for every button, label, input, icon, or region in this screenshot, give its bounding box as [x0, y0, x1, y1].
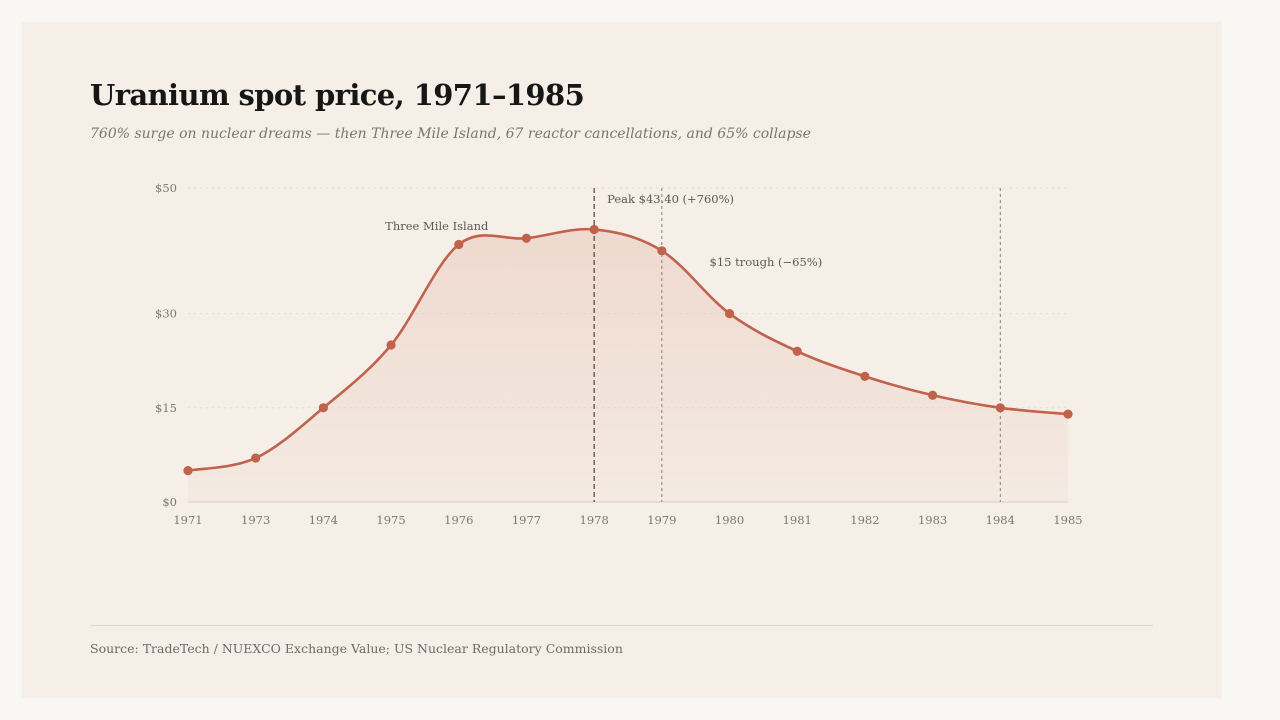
x-tick-label: 1979 [647, 513, 676, 527]
x-tick-label: 1975 [376, 513, 405, 527]
data-point [589, 224, 599, 235]
data-point [928, 390, 938, 400]
chart-subtitle: 760% surge on nuclear dreams — then Thre… [90, 126, 811, 142]
data-point [657, 246, 667, 256]
chart-title: Uranium spot price, 1971–1985 [90, 78, 585, 112]
y-tick-label: $0 [162, 495, 177, 509]
x-tick-label: 1977 [512, 513, 541, 527]
y-tick-label: $50 [155, 181, 177, 195]
y-tick-label: $30 [155, 307, 177, 321]
annotation-label: $15 trough (−65%) [710, 255, 823, 269]
footer-divider [90, 625, 1153, 626]
area-fill [188, 229, 1068, 502]
x-tick-label: 1981 [783, 513, 812, 527]
data-point [1063, 409, 1073, 419]
data-point [995, 403, 1005, 413]
data-point [521, 233, 532, 243]
data-point [386, 340, 396, 350]
x-tick-label: 1974 [309, 513, 338, 527]
annotation-label: Three Mile Island [385, 219, 489, 233]
y-tick-label: $15 [155, 401, 177, 415]
x-tick-label: 1985 [1053, 513, 1082, 527]
x-tick-label: 1982 [850, 513, 879, 527]
x-tick-label: 1976 [444, 513, 473, 527]
data-point [454, 239, 464, 250]
data-point [318, 403, 328, 413]
data-point [251, 453, 261, 463]
x-tick-label: 1978 [580, 513, 609, 527]
x-tick-label: 1973 [241, 513, 270, 527]
data-point [792, 346, 802, 356]
x-tick-label: 1984 [986, 513, 1015, 527]
data-point [860, 371, 870, 381]
series-line [186, 227, 1070, 472]
data-point [724, 309, 735, 319]
source-note: Source: TradeTech / NUEXCO Exchange Valu… [90, 641, 623, 656]
annotation-label: Peak $43.40 (+760%) [607, 192, 734, 206]
data-point [183, 466, 193, 476]
x-tick-label: 1971 [173, 513, 202, 527]
x-tick-label: 1980 [715, 513, 744, 527]
x-tick-label: 1983 [918, 513, 947, 527]
